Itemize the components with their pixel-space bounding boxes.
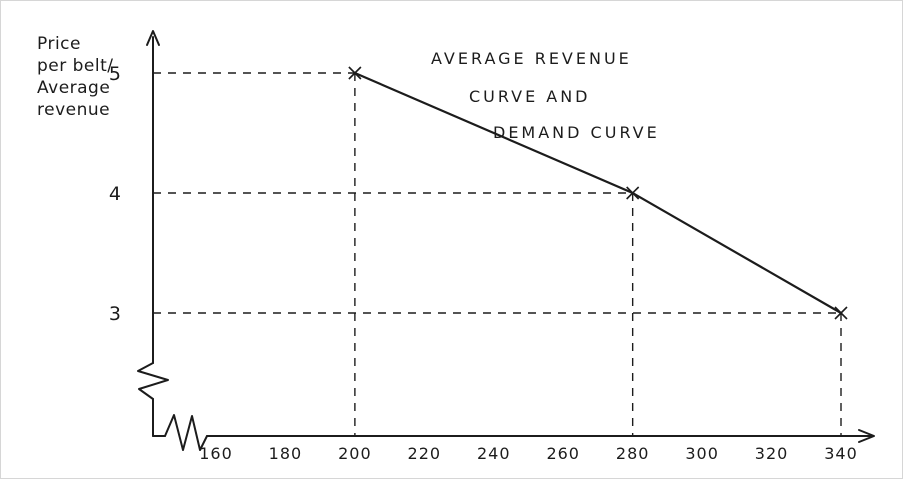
axes	[137, 30, 875, 451]
y-axis-title: Price per belt/ Average revenue	[37, 33, 114, 121]
chart-title-line-3: DEMAND CURVE	[493, 123, 660, 142]
x-tick-label: 220	[408, 444, 442, 463]
y-axis-arrow-icon	[146, 30, 160, 46]
x-tick-label: 320	[755, 444, 789, 463]
x-axis-arrow-icon	[858, 429, 875, 443]
y-tick-label: 5	[109, 63, 121, 85]
y-tick-label: 4	[109, 183, 121, 205]
y-axis-break-icon	[137, 362, 169, 400]
y-axis-title-line: Average	[37, 78, 111, 98]
chart-title-line-1: AVERAGE REVENUE	[431, 49, 632, 68]
x-marker-icon	[348, 66, 362, 80]
x-tick-label: 200	[338, 444, 372, 463]
x-tick-label: 260	[546, 444, 580, 463]
x-tick-labels: 160 180 200 220 240 260 280 300 320 340	[199, 444, 858, 463]
chart-title-line-2: CURVE AND	[469, 87, 591, 106]
dashed-guides	[153, 72, 842, 436]
y-tick-label: 3	[109, 303, 121, 325]
point-markers	[348, 66, 848, 320]
x-tick-label: 160	[199, 444, 233, 463]
x-tick-label: 340	[824, 444, 858, 463]
x-tick-label: 280	[616, 444, 650, 463]
x-tick-label: 180	[269, 444, 303, 463]
y-axis-title-line: revenue	[37, 100, 111, 120]
x-tick-label: 240	[477, 444, 511, 463]
x-marker-icon	[626, 186, 640, 200]
y-tick-labels: 3 4 5	[109, 63, 121, 325]
y-axis-title-line: per belt/	[37, 56, 114, 76]
x-tick-label: 300	[685, 444, 719, 463]
y-axis-title-line: Price	[37, 34, 81, 54]
x-axis-break-icon	[164, 414, 208, 451]
x-marker-icon	[834, 306, 848, 320]
